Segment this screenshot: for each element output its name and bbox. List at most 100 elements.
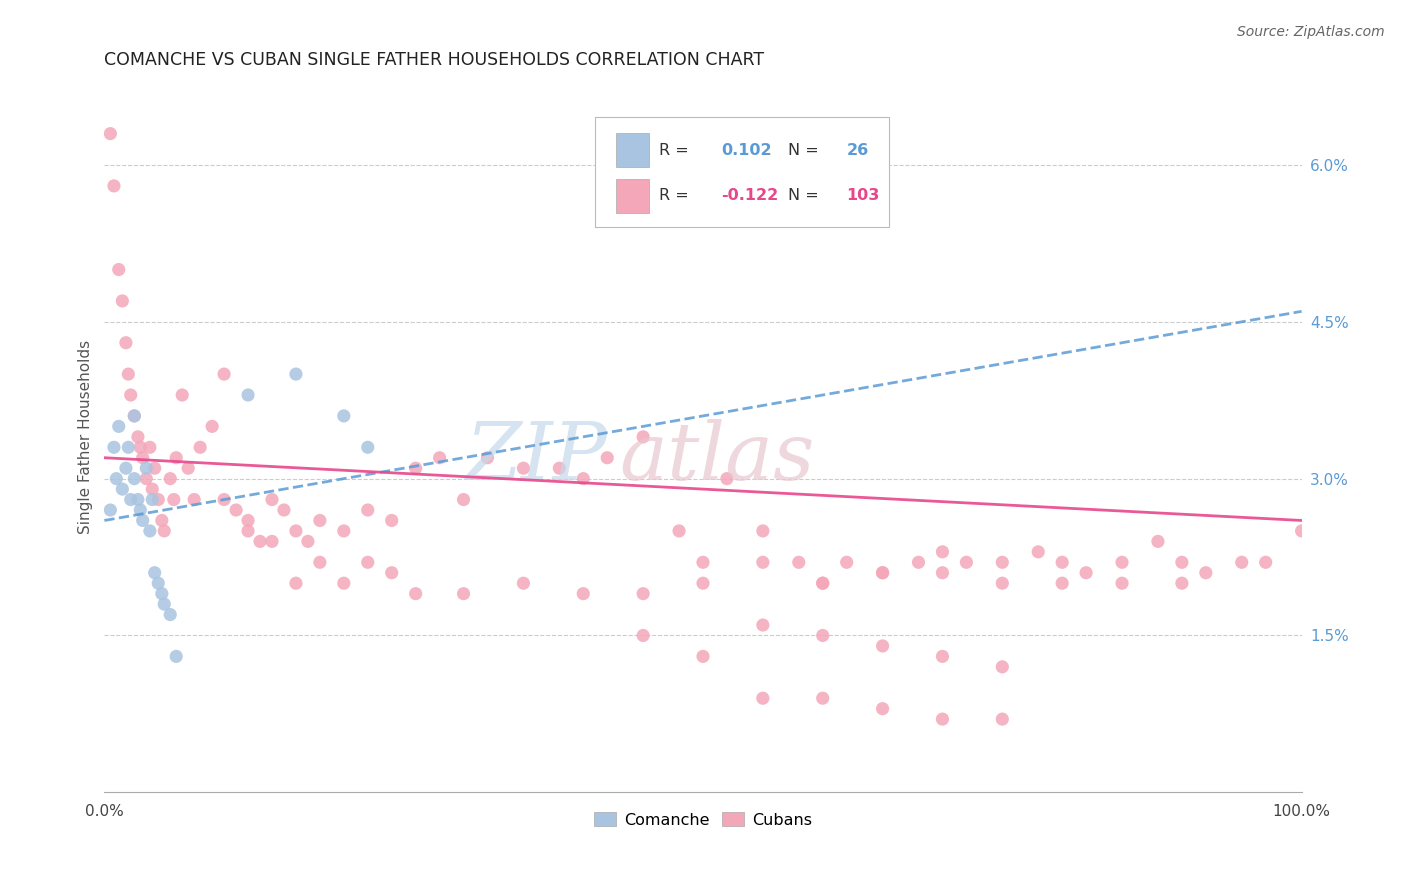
- Point: [260, 534, 283, 549]
- Point: [103, 440, 125, 454]
- Point: [716, 472, 738, 486]
- Point: [872, 701, 894, 715]
- Point: [1111, 555, 1133, 569]
- Point: [668, 524, 690, 538]
- Point: [127, 430, 149, 444]
- Point: [98, 503, 121, 517]
- Point: [872, 639, 894, 653]
- Point: [107, 262, 129, 277]
- Point: [148, 492, 170, 507]
- Point: [931, 712, 953, 726]
- Point: [752, 524, 775, 538]
- Point: [236, 513, 259, 527]
- Point: [153, 597, 176, 611]
- Point: [135, 461, 157, 475]
- Point: [111, 293, 134, 308]
- Point: [752, 618, 775, 632]
- Bar: [616, 133, 650, 168]
- Point: [188, 440, 211, 454]
- Point: [811, 576, 834, 591]
- Text: -0.122: -0.122: [721, 188, 778, 203]
- Point: [115, 461, 138, 475]
- Point: [1171, 555, 1194, 569]
- Point: [477, 450, 499, 465]
- Text: 103: 103: [846, 188, 880, 203]
- Point: [225, 503, 247, 517]
- Text: atlas: atlas: [619, 419, 814, 497]
- Point: [165, 450, 187, 465]
- Point: [811, 576, 834, 591]
- Point: [631, 430, 654, 444]
- Point: [129, 440, 152, 454]
- Point: [692, 576, 714, 591]
- Point: [1050, 576, 1073, 591]
- Point: [955, 555, 977, 569]
- Point: [333, 576, 356, 591]
- Point: [127, 492, 149, 507]
- Point: [143, 566, 166, 580]
- Text: 0.102: 0.102: [721, 143, 772, 158]
- Text: R =: R =: [658, 143, 693, 158]
- Point: [115, 335, 138, 350]
- Point: [159, 607, 181, 622]
- Point: [284, 524, 307, 538]
- Point: [752, 555, 775, 569]
- Point: [596, 450, 619, 465]
- Point: [931, 545, 953, 559]
- FancyBboxPatch shape: [595, 117, 889, 227]
- Point: [309, 513, 332, 527]
- Point: [631, 628, 654, 642]
- Point: [1195, 566, 1218, 580]
- Bar: [616, 178, 650, 213]
- Point: [872, 566, 894, 580]
- Point: [131, 450, 153, 465]
- Point: [1254, 555, 1277, 569]
- Point: [692, 555, 714, 569]
- Point: [163, 492, 186, 507]
- Point: [124, 409, 146, 423]
- Text: ZIP: ZIP: [465, 419, 607, 497]
- Point: [405, 587, 427, 601]
- Point: [405, 461, 427, 475]
- Point: [141, 482, 163, 496]
- Point: [309, 555, 332, 569]
- Point: [631, 587, 654, 601]
- Point: [284, 576, 307, 591]
- Point: [357, 503, 380, 517]
- Point: [991, 555, 1014, 569]
- Point: [1230, 555, 1253, 569]
- Point: [1074, 566, 1097, 580]
- Point: [98, 127, 121, 141]
- Point: [120, 388, 142, 402]
- Point: [333, 524, 356, 538]
- Point: [1026, 545, 1049, 559]
- Point: [991, 660, 1014, 674]
- Point: [141, 492, 163, 507]
- Point: [212, 492, 235, 507]
- Text: COMANCHE VS CUBAN SINGLE FATHER HOUSEHOLDS CORRELATION CHART: COMANCHE VS CUBAN SINGLE FATHER HOUSEHOL…: [104, 51, 765, 69]
- Point: [165, 649, 187, 664]
- Text: R =: R =: [658, 188, 693, 203]
- Point: [548, 461, 571, 475]
- Point: [120, 492, 142, 507]
- Point: [811, 691, 834, 706]
- Point: [381, 566, 404, 580]
- Point: [572, 472, 595, 486]
- Point: [159, 472, 181, 486]
- Point: [381, 513, 404, 527]
- Point: [131, 513, 153, 527]
- Point: [139, 524, 162, 538]
- Point: [105, 472, 128, 486]
- Point: [143, 461, 166, 475]
- Point: [129, 503, 152, 517]
- Y-axis label: Single Father Households: Single Father Households: [79, 340, 93, 534]
- Point: [872, 566, 894, 580]
- Point: [357, 440, 380, 454]
- Point: [201, 419, 224, 434]
- Point: [931, 649, 953, 664]
- Point: [107, 419, 129, 434]
- Point: [139, 440, 162, 454]
- Point: [183, 492, 205, 507]
- Point: [249, 534, 271, 549]
- Point: [692, 649, 714, 664]
